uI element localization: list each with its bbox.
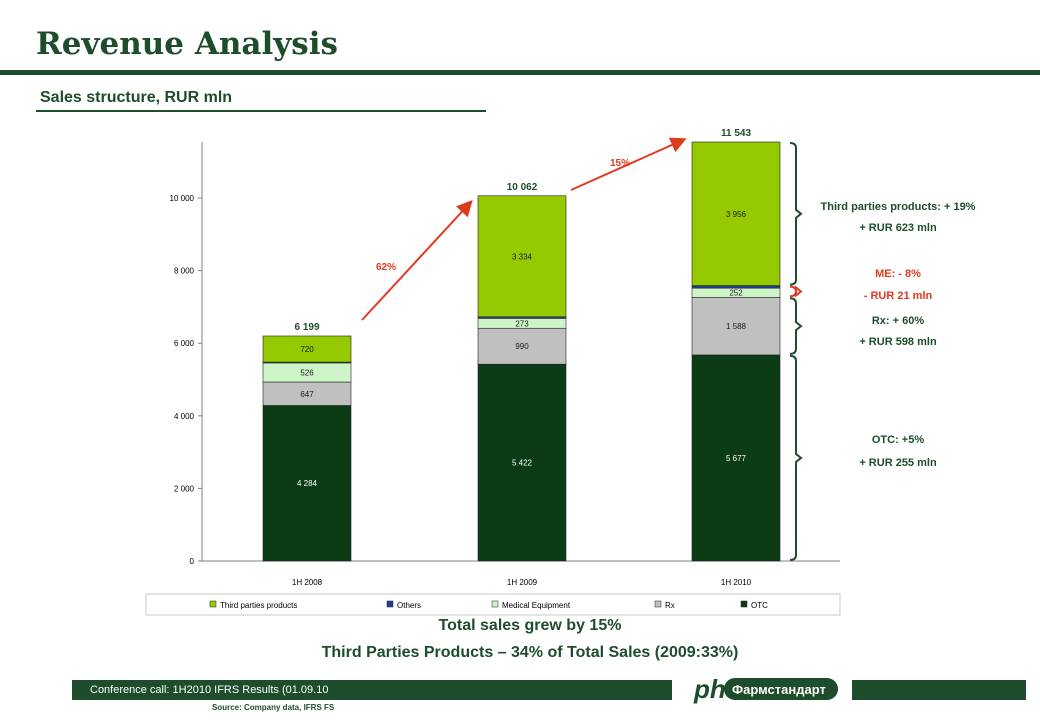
- y-tick-label: 2 000: [174, 484, 195, 493]
- growth-label: 62%: [376, 262, 396, 273]
- x-tick-label: 1H 2008: [292, 578, 323, 587]
- legend-swatch: [386, 600, 394, 608]
- side-note-change: OTC: +5%: [872, 434, 924, 446]
- legend-label: Third parties products: [220, 601, 297, 610]
- footer-bar-right: [852, 680, 1026, 700]
- y-tick-label: 6 000: [174, 339, 195, 348]
- bar-total-label: 11 543: [721, 128, 751, 139]
- data-label: 4 284: [297, 479, 318, 488]
- y-tick-label: 4 000: [174, 412, 195, 421]
- side-note-amount: + RUR 623 mln: [859, 222, 937, 234]
- side-note-change: ME: - 8%: [875, 268, 921, 280]
- bar-segment: [477, 363, 567, 562]
- bar-segment: [477, 195, 567, 318]
- data-label: 526: [300, 368, 314, 377]
- y-tick-label: 8 000: [174, 267, 195, 276]
- legend-swatch: [209, 600, 217, 608]
- legend-swatch: [654, 600, 662, 608]
- data-label: 273: [515, 319, 529, 328]
- y-tick-label: 0: [190, 557, 195, 566]
- subtitle-underline: [36, 110, 486, 112]
- side-note-amount: + RUR 598 mln: [859, 336, 937, 348]
- data-label: 990: [515, 342, 529, 351]
- legend-label: Rx: [665, 601, 675, 610]
- data-label: 5 422: [512, 459, 533, 468]
- growth-arrow: [361, 200, 473, 321]
- data-label: 720: [300, 345, 314, 354]
- company-logo: phs Фармстандарт: [690, 672, 840, 706]
- legend-label: Others: [397, 601, 421, 610]
- side-note-change: Rx: + 60%: [872, 315, 924, 327]
- segment-brace: [789, 354, 803, 561]
- bar-segment: [262, 405, 352, 562]
- growth-label: 15%: [610, 158, 630, 169]
- summary-third-parties-share: Third Parties Products – 34% of Total Sa…: [321, 644, 739, 661]
- page-title: Revenue Analysis: [36, 26, 338, 62]
- summary-growth: Total sales grew by 15%: [438, 617, 622, 634]
- conference-label: Conference call: 1H2010 IFRS Results (01…: [90, 684, 329, 696]
- x-tick-label: 1H 2010: [721, 578, 752, 587]
- side-note-amount: - RUR 21 mln: [864, 290, 933, 302]
- logo-text: Фармстандарт: [732, 682, 826, 697]
- growth-arrow: [570, 137, 687, 191]
- data-label: 3 334: [512, 252, 533, 261]
- segment-brace: [789, 297, 803, 355]
- bar-total-label: 10 062: [507, 182, 538, 193]
- segment-brace: [789, 285, 803, 298]
- segment-brace: [789, 142, 803, 286]
- data-label: 647: [300, 390, 314, 399]
- side-note-amount: + RUR 255 mln: [859, 457, 937, 469]
- legend-swatch: [740, 600, 748, 608]
- bar-segment: [691, 296, 781, 356]
- title-divider: [0, 70, 1040, 75]
- bar-segment: [691, 141, 781, 286]
- legend-swatch: [491, 600, 499, 608]
- data-label: 5 677: [726, 454, 747, 463]
- y-tick-label: 10 000: [170, 194, 195, 203]
- bar-segment: [262, 335, 352, 363]
- data-label: 252: [729, 289, 743, 298]
- legend-label: Medical Equipment: [502, 601, 571, 610]
- legend-label: OTC: [751, 601, 768, 610]
- chart-subtitle: Sales structure, RUR mln: [40, 89, 233, 106]
- x-tick-label: 1H 2009: [507, 578, 538, 587]
- side-note-change: Third parties products: + 19%: [821, 201, 976, 213]
- bar-total-label: 6 199: [294, 322, 319, 333]
- logo-letters: phs: [693, 674, 740, 704]
- bar-segment: [477, 327, 567, 365]
- source-note: Source: Company data, IFRS FS: [212, 703, 335, 712]
- footer-bar: Conference call: 1H2010 IFRS Results (01…: [72, 680, 672, 700]
- data-label: 3 956: [726, 210, 747, 219]
- data-label: 1 588: [726, 322, 747, 331]
